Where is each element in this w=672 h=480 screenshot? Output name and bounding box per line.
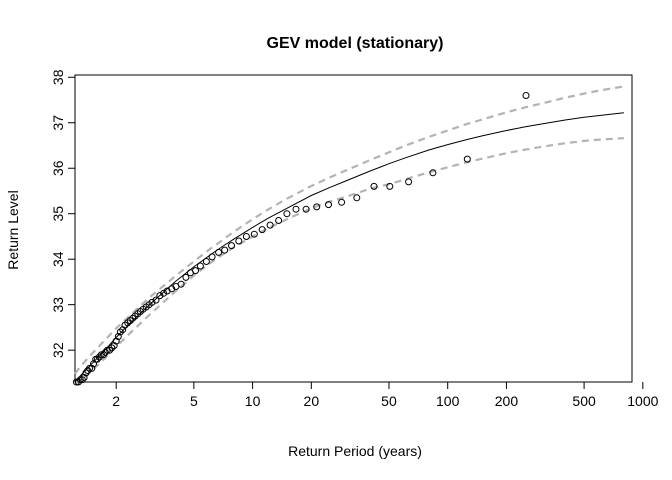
y-tick-label: 38 xyxy=(50,69,66,85)
data-point xyxy=(76,376,84,384)
y-tick-label: 35 xyxy=(50,206,66,222)
data-point xyxy=(74,378,82,386)
data-point xyxy=(82,369,90,377)
data-point xyxy=(116,328,124,336)
x-tick-label: 200 xyxy=(495,393,519,409)
data-point xyxy=(353,194,361,202)
data-point xyxy=(86,364,93,372)
data-point xyxy=(228,242,235,250)
x-tick-label: 500 xyxy=(572,393,596,409)
y-axis-label: Return Level xyxy=(5,190,21,269)
data-point xyxy=(156,292,164,300)
data-point xyxy=(221,246,229,254)
data-point xyxy=(80,374,88,381)
data-point xyxy=(72,378,80,386)
data-point xyxy=(108,344,116,352)
plot-layer: 2 5 10 20 50 100 200 500 1000 32 33 34 35 36 37 38 xyxy=(50,69,659,409)
data-point xyxy=(302,205,310,213)
data-point xyxy=(93,355,101,363)
data-point xyxy=(114,333,122,340)
data-point xyxy=(283,210,291,218)
chart-title: GEV model (stationary) xyxy=(267,35,444,52)
ci-upper-line xyxy=(74,85,625,375)
x-tick-label: 5 xyxy=(190,393,198,409)
plot-frame xyxy=(74,74,633,383)
data-point xyxy=(177,280,185,288)
data-point xyxy=(405,178,413,186)
data-point xyxy=(84,367,92,375)
data-point xyxy=(313,203,321,211)
y-tick-label: 32 xyxy=(50,342,66,358)
data-point xyxy=(275,217,283,224)
data-point xyxy=(338,198,346,206)
data-point xyxy=(160,289,168,297)
data-point xyxy=(152,296,160,304)
data-point xyxy=(196,262,204,270)
x-axis-label: Return Period (years) xyxy=(288,443,422,459)
data-point xyxy=(208,253,216,261)
y-tick-label: 34 xyxy=(50,251,66,267)
data-point xyxy=(148,298,156,306)
y-tick-label: 36 xyxy=(50,160,66,176)
y-tick-label: 37 xyxy=(50,115,66,131)
data-point xyxy=(266,221,274,229)
data-point xyxy=(386,182,394,190)
y-tick-label: 33 xyxy=(50,297,66,313)
data-point xyxy=(99,351,107,359)
data-point xyxy=(97,351,105,359)
data-point xyxy=(101,348,109,356)
x-tick-label: 100 xyxy=(436,393,460,409)
data-point xyxy=(522,92,530,99)
data-point xyxy=(95,353,103,361)
data-point xyxy=(215,248,223,256)
fit-line xyxy=(74,112,624,383)
x-tick-label: 2 xyxy=(112,393,120,409)
x-tick-label: 10 xyxy=(245,393,261,409)
x-tick-label: 1000 xyxy=(627,393,658,409)
data-point xyxy=(370,182,378,190)
data-point xyxy=(88,364,96,372)
data-point xyxy=(235,237,243,245)
data-point xyxy=(429,169,437,177)
data-point xyxy=(292,205,300,213)
data-point xyxy=(110,342,118,350)
data-point xyxy=(182,273,190,281)
data-point xyxy=(325,201,332,209)
data-point xyxy=(202,258,210,265)
data-point xyxy=(78,376,86,384)
data-point xyxy=(192,267,199,275)
data-point xyxy=(242,233,250,240)
data-point xyxy=(258,226,266,234)
x-tick-label: 20 xyxy=(304,393,320,409)
data-point xyxy=(463,155,471,163)
ci-lower-line xyxy=(74,137,624,384)
data-point xyxy=(106,346,114,354)
data-point xyxy=(129,314,137,322)
data-point xyxy=(250,230,258,238)
x-tick-label: 50 xyxy=(381,393,397,409)
